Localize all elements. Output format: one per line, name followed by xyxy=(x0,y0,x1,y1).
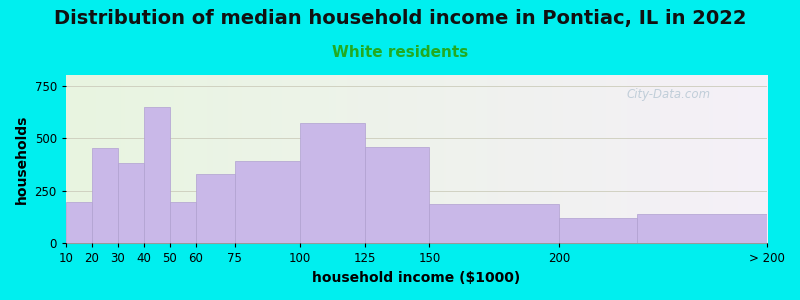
Bar xyxy=(170,202,196,243)
Bar xyxy=(196,174,234,243)
Bar xyxy=(365,147,430,243)
Bar xyxy=(92,148,118,243)
Text: Distribution of median household income in Pontiac, IL in 2022: Distribution of median household income … xyxy=(54,9,746,28)
Bar xyxy=(299,123,365,243)
Bar xyxy=(430,205,559,243)
Bar xyxy=(144,106,170,243)
Bar xyxy=(234,161,299,243)
Bar xyxy=(118,164,144,243)
Bar xyxy=(638,214,767,243)
Text: City-Data.com: City-Data.com xyxy=(627,88,711,101)
Text: White residents: White residents xyxy=(332,45,468,60)
X-axis label: household income ($1000): household income ($1000) xyxy=(312,271,521,285)
Y-axis label: households: households xyxy=(15,115,29,204)
Bar xyxy=(66,202,92,243)
Bar xyxy=(559,218,638,243)
